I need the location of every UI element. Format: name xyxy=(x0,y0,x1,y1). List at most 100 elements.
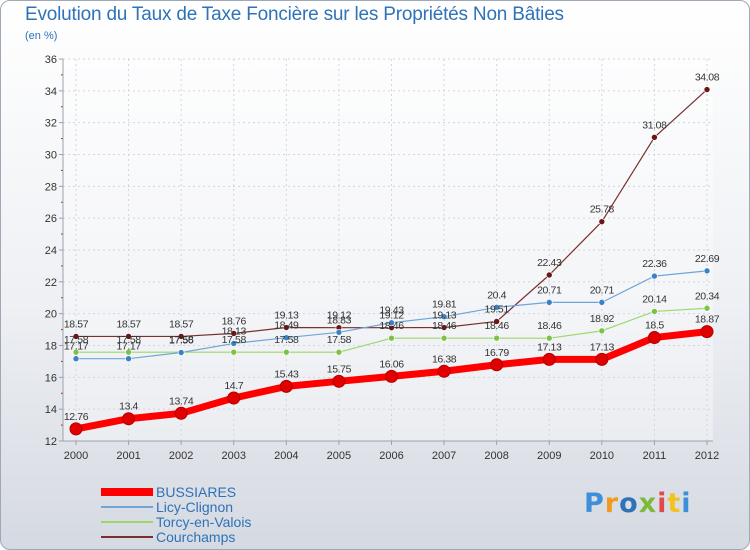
data-point xyxy=(595,352,609,366)
x-tick-label: 2008 xyxy=(484,450,508,462)
legend-swatch xyxy=(101,521,153,523)
data-point xyxy=(440,313,448,320)
x-tick-label: 2002 xyxy=(169,450,193,462)
data-point xyxy=(174,406,188,420)
data-point xyxy=(177,349,185,356)
data-label: 17.58 xyxy=(222,334,247,346)
data-label: 20.14 xyxy=(642,293,667,305)
x-tick-label: 2010 xyxy=(590,450,614,462)
data-label: 17.13 xyxy=(537,341,562,353)
data-label: 18.46 xyxy=(537,320,562,332)
y-tick-label: 22 xyxy=(45,277,57,289)
x-tick-label: 2012 xyxy=(695,450,719,462)
data-point xyxy=(437,364,451,378)
data-label: 13.74 xyxy=(169,395,194,407)
data-point xyxy=(230,330,238,337)
data-point xyxy=(598,327,606,335)
legend-swatch xyxy=(101,506,153,508)
data-point xyxy=(69,422,83,436)
y-tick-label: 16 xyxy=(45,372,57,384)
data-label: 22.69 xyxy=(695,253,720,265)
data-label: 16.79 xyxy=(485,347,510,359)
x-tick-label: 2000 xyxy=(64,450,88,462)
data-point xyxy=(125,355,132,363)
data-label: 17.17 xyxy=(64,341,89,353)
data-label: 19.13 xyxy=(274,310,299,322)
data-point xyxy=(335,348,343,356)
data-label: 31.08 xyxy=(642,119,667,131)
chart-unit: (en %) xyxy=(25,30,58,42)
data-label: 18.76 xyxy=(222,315,247,327)
data-point xyxy=(542,352,556,366)
x-tick-label: 2009 xyxy=(537,450,561,462)
data-point xyxy=(651,134,658,141)
data-label: 17.13 xyxy=(590,341,615,353)
data-label: 17.58 xyxy=(327,334,352,346)
data-label: 18.87 xyxy=(695,314,720,326)
y-tick-label: 34 xyxy=(45,86,57,98)
data-label: 18.46 xyxy=(485,320,510,332)
x-tick-label: 2001 xyxy=(116,450,140,462)
data-label: 13.4 xyxy=(119,401,138,413)
legend-label: Licy-Clignon xyxy=(156,499,234,515)
data-label: 22.36 xyxy=(642,258,667,270)
data-point xyxy=(545,334,553,342)
data-point xyxy=(493,334,500,342)
data-point xyxy=(703,267,711,275)
y-tick-label: 12 xyxy=(45,436,57,448)
data-label: 17.17 xyxy=(116,341,141,353)
data-label: 19.81 xyxy=(432,299,457,311)
data-label: 22.43 xyxy=(537,257,562,269)
data-label: 19.43 xyxy=(379,305,404,317)
data-label: 25.78 xyxy=(590,204,615,216)
y-tick-label: 24 xyxy=(45,245,57,257)
y-tick-label: 36 xyxy=(45,54,57,66)
data-point xyxy=(335,328,343,336)
data-point xyxy=(385,369,398,383)
data-label: 18.57 xyxy=(64,318,89,330)
data-label: 17.58 xyxy=(116,334,141,346)
data-label: 19.51 xyxy=(485,303,510,315)
data-point xyxy=(545,271,553,279)
data-label: 18.46 xyxy=(432,320,457,332)
data-point xyxy=(125,348,132,356)
data-point xyxy=(283,324,290,331)
data-label: 15.75 xyxy=(327,363,352,375)
data-label: 20.71 xyxy=(537,284,562,296)
data-point xyxy=(279,379,293,393)
data-label: 19.12 xyxy=(379,310,404,322)
data-point xyxy=(493,318,500,325)
data-point xyxy=(703,86,711,93)
data-point xyxy=(177,333,185,340)
data-label: 17.58 xyxy=(169,334,194,346)
data-label: 15.43 xyxy=(274,368,299,380)
data-label: 18.13 xyxy=(222,325,247,337)
chart-title: Evolution du Taux de Taxe Foncière sur l… xyxy=(25,4,564,25)
y-tick-label: 26 xyxy=(45,213,57,225)
x-tick-label: 2003 xyxy=(222,450,246,462)
data-point xyxy=(388,334,395,342)
y-tick-label: 28 xyxy=(45,181,57,193)
data-label: 18.5 xyxy=(645,320,664,332)
data-point xyxy=(700,325,714,339)
y-tick-label: 30 xyxy=(45,150,57,162)
data-label: 18.83 xyxy=(327,314,352,326)
data-label: 17.56 xyxy=(169,335,194,347)
data-point xyxy=(283,348,290,356)
x-tick-label: 2004 xyxy=(274,450,298,462)
data-point xyxy=(651,308,658,315)
legend-swatch xyxy=(101,488,153,496)
data-label: 18.46 xyxy=(379,320,404,332)
data-point xyxy=(647,331,661,345)
data-point xyxy=(230,348,238,356)
data-label: 17.58 xyxy=(64,334,89,346)
legend-label: BUSSIARES xyxy=(156,484,237,500)
data-point xyxy=(283,334,290,342)
data-label: 14.7 xyxy=(224,380,243,392)
x-tick-label: 2011 xyxy=(643,450,667,462)
data-point xyxy=(230,340,238,347)
x-tick-label: 2006 xyxy=(379,450,403,462)
data-label: 19.12 xyxy=(327,310,352,322)
